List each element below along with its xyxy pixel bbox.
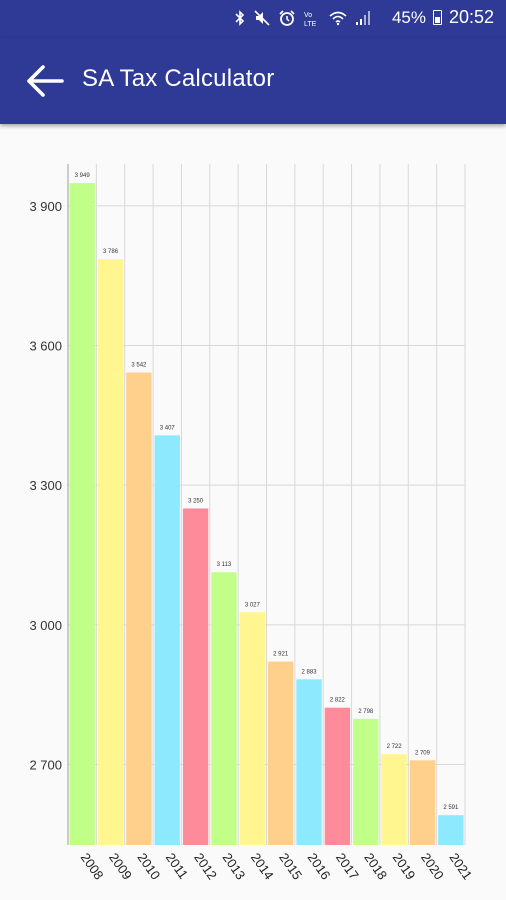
bar-value-label: 2 798 xyxy=(358,709,374,715)
svg-text:Vo: Vo xyxy=(304,12,312,19)
battery-percentage: 45% xyxy=(391,8,426,27)
bar xyxy=(296,679,322,845)
arrow-left-icon xyxy=(27,65,64,97)
x-tick-label: 2014 xyxy=(248,850,277,882)
x-tick-label: 2013 xyxy=(220,850,249,882)
status-bar: Vo LTE 45% 20:52 xyxy=(0,0,506,38)
bar xyxy=(381,754,407,845)
bar-value-label: 2 709 xyxy=(415,750,431,756)
x-tick-label: 2012 xyxy=(191,850,220,882)
bar-value-label: 3 027 xyxy=(245,602,261,608)
bar-value-label: 3 250 xyxy=(188,498,204,504)
bar-chart: 2 700 3 000 3 300 3 600 3 900 3 949 2008 3 786 2… xyxy=(29,164,475,882)
bar xyxy=(126,372,152,845)
bar-value-label: 2 921 xyxy=(273,652,289,658)
battery-icon xyxy=(433,10,442,25)
bar xyxy=(69,183,95,845)
bar-value-label: 2 591 xyxy=(443,805,459,811)
clock: 20:52 xyxy=(448,7,494,27)
back-button[interactable] xyxy=(24,62,66,100)
bar-value-label: 2 883 xyxy=(302,669,318,675)
alarm-icon xyxy=(279,10,295,26)
volte-icon: Vo LTE xyxy=(304,12,317,27)
y-tick-label: 3 600 xyxy=(29,339,62,354)
bar xyxy=(324,707,351,845)
bar xyxy=(438,815,464,845)
bar xyxy=(154,435,180,845)
bar xyxy=(353,718,379,845)
bar xyxy=(239,612,265,845)
y-tick-label: 2 700 xyxy=(29,757,62,772)
app-bar: SA Tax Calculator xyxy=(0,38,506,124)
bar xyxy=(409,760,436,845)
bar xyxy=(97,258,124,845)
bar-value-label: 3 542 xyxy=(131,363,147,369)
y-tick-label: 3 000 xyxy=(29,618,62,633)
bar xyxy=(268,661,294,845)
page-title: SA Tax Calculator xyxy=(82,65,275,92)
x-tick-label: 2017 xyxy=(333,850,362,882)
x-tick-label: 2008 xyxy=(78,850,107,882)
bar-value-label: 3 949 xyxy=(75,173,91,179)
x-tick-label: 2010 xyxy=(134,850,163,882)
mute-icon xyxy=(254,10,270,26)
x-tick-label: 2021 xyxy=(446,850,475,882)
bar-value-label: 3 786 xyxy=(103,249,119,255)
bar xyxy=(211,572,237,845)
signal-icon xyxy=(356,11,370,25)
status-icons: Vo LTE xyxy=(235,8,370,28)
x-tick-label: 2019 xyxy=(390,850,419,882)
y-tick-label: 3 300 xyxy=(29,478,62,493)
bar-value-label: 3 113 xyxy=(217,562,232,568)
bluetooth-icon xyxy=(235,10,245,26)
x-tick-label: 2009 xyxy=(106,850,135,882)
x-tick-label: 2018 xyxy=(361,850,390,882)
bar-value-label: 2 822 xyxy=(330,698,346,704)
x-tick-label: 2020 xyxy=(418,850,447,882)
x-tick-label: 2016 xyxy=(305,850,334,882)
wifi-icon xyxy=(329,11,347,26)
y-tick-label: 3 900 xyxy=(29,199,62,214)
svg-text:LTE: LTE xyxy=(304,21,317,27)
bar xyxy=(182,508,209,845)
bar-value-label: 3 407 xyxy=(160,425,176,431)
x-tick-label: 2011 xyxy=(163,850,191,882)
x-tick-label: 2015 xyxy=(276,850,305,882)
bar-value-label: 2 722 xyxy=(387,744,403,750)
